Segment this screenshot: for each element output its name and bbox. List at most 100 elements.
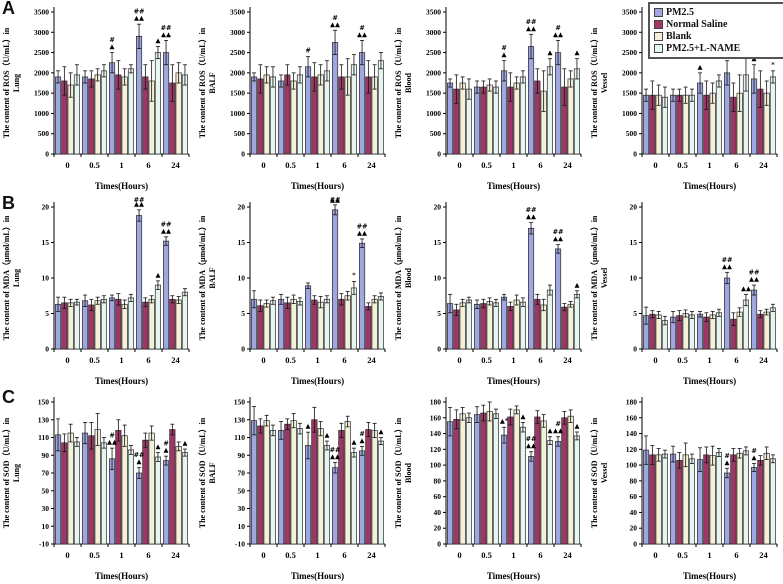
svg-text:0: 0 [241, 150, 245, 159]
svg-text:3000: 3000 [426, 28, 441, 37]
svg-text:0: 0 [45, 150, 49, 159]
svg-text:▲▲: ▲▲ [330, 196, 340, 204]
svg-text:▲▲: ▲▲ [107, 438, 117, 446]
svg-text:▲: ▲ [360, 436, 365, 444]
svg-text:10: 10 [238, 274, 246, 283]
svg-text:20: 20 [630, 524, 638, 533]
chart-mda-vessel: 0 5 10 15 20 0 0.5 1 6 24 Times(Hours) ▲▲ ## ▲▲ ▲▲ ## Th… [588, 195, 783, 389]
svg-text:▲: ▲ [164, 446, 169, 454]
legend-item-pm25-lname: PM2.5+L-NAME [654, 42, 783, 54]
svg-text:1: 1 [707, 550, 711, 560]
svg-text:10: 10 [238, 522, 246, 531]
svg-text:0: 0 [261, 160, 265, 170]
chart-sod-balf: -10 10 30 50 70 90 110 130 150 0 0.5 1 6 24 Times(Hour… [196, 390, 391, 584]
svg-text:1000: 1000 [230, 109, 245, 118]
svg-text:##: ## [749, 269, 760, 277]
chart-sod-lung: -10 10 30 50 70 90 110 130 150 0 0.5 1 6 24 Times(Hour… [0, 390, 195, 584]
svg-text:2500: 2500 [34, 48, 49, 57]
svg-text:▲▲: ▲▲ [722, 262, 732, 270]
svg-text:6: 6 [734, 550, 738, 560]
svg-text:160: 160 [430, 413, 442, 422]
svg-text:0.5: 0.5 [89, 160, 100, 170]
svg-text:Lung: Lung [12, 464, 21, 482]
svg-text:80: 80 [434, 476, 442, 485]
svg-text:#: # [724, 452, 729, 460]
svg-text:Times(Hours): Times(Hours) [487, 571, 540, 581]
svg-text:15: 15 [42, 238, 50, 247]
svg-text:6: 6 [734, 160, 738, 170]
svg-text:1: 1 [119, 160, 123, 170]
svg-text:0.5: 0.5 [89, 355, 100, 365]
svg-text:▲▲: ▲▲ [553, 30, 563, 38]
legend: PM2.5 Normal Saline Blank PM2.5+L-NAME [648, 2, 783, 59]
svg-text:##: ## [161, 220, 172, 228]
svg-text:#: # [555, 24, 560, 32]
svg-text:500: 500 [234, 129, 246, 138]
svg-text:##: ## [357, 222, 368, 230]
svg-text:6: 6 [146, 550, 150, 560]
svg-text:▲: ▲ [502, 51, 507, 59]
svg-text:120: 120 [430, 445, 442, 454]
svg-text:Blood: Blood [404, 462, 413, 483]
svg-text:0.5: 0.5 [677, 550, 688, 560]
svg-text:90: 90 [238, 451, 246, 460]
svg-text:50: 50 [238, 486, 246, 495]
svg-text:2000: 2000 [230, 68, 245, 77]
svg-text:1500: 1500 [230, 89, 245, 98]
svg-text:The content of SOD（U/mL）in: The content of SOD（U/mL）in [589, 417, 599, 528]
svg-text:100: 100 [626, 461, 638, 470]
svg-text:1000: 1000 [622, 109, 637, 118]
svg-text:2500: 2500 [622, 48, 637, 57]
svg-text:1: 1 [315, 355, 319, 365]
chart-ros-lung: 0 500 1000 1500 2000 2500 3000 3500 0 0.5 1 6 24 Time… [0, 0, 195, 194]
row-ros: 0 500 1000 1500 2000 2500 3000 3500 0 0.5 1 6 24 Time… [0, 0, 783, 194]
legend-label-normal-saline: Normal Saline [666, 18, 728, 30]
svg-text:3000: 3000 [622, 28, 637, 37]
legend-label-blank: Blank [666, 30, 692, 42]
svg-text:10: 10 [42, 522, 50, 531]
svg-text:▲▲: ▲▲ [357, 30, 367, 38]
svg-text:#: # [501, 44, 506, 52]
svg-text:5: 5 [45, 309, 49, 318]
svg-text:1: 1 [511, 355, 515, 365]
svg-text:▲▲: ▲▲ [134, 14, 144, 22]
svg-text:0: 0 [437, 345, 441, 354]
svg-text:The content of ROS（U/mL）in: The content of ROS（U/mL）in [589, 27, 599, 138]
svg-text:0: 0 [457, 550, 461, 560]
svg-text:24: 24 [759, 355, 768, 365]
svg-text:60: 60 [434, 492, 442, 501]
svg-text:Times(Hours): Times(Hours) [291, 181, 344, 191]
svg-text:0.5: 0.5 [481, 355, 492, 365]
svg-text:1: 1 [315, 160, 319, 170]
svg-text:##: ## [161, 24, 172, 32]
svg-text:Lung: Lung [12, 269, 21, 287]
svg-text:0.5: 0.5 [481, 550, 492, 560]
svg-text:Lung: Lung [12, 74, 21, 92]
svg-text:50: 50 [42, 486, 50, 495]
svg-text:3000: 3000 [230, 28, 245, 37]
svg-text:▲▲: ▲▲ [330, 452, 340, 460]
svg-text:Times(Hours): Times(Hours) [487, 376, 540, 386]
svg-text:2000: 2000 [622, 68, 637, 77]
panel-label-a: A [2, 0, 15, 18]
svg-text:▲: ▲ [182, 439, 187, 447]
svg-text:15: 15 [238, 238, 246, 247]
svg-text:The content of MDA（μmol/mL）in: The content of MDA（μmol/mL）in [1, 215, 11, 340]
chart-ros-blood: 0 500 1000 1500 2000 2500 3000 3500 0 0.5 1 6 24 Time… [392, 0, 587, 194]
svg-text:The content of ROS（U/mL）in: The content of ROS（U/mL）in [197, 27, 207, 138]
svg-text:The content of MDA（μmol/mL）in: The content of MDA（μmol/mL）in [393, 215, 403, 340]
svg-text:70: 70 [238, 469, 246, 478]
svg-text:60: 60 [630, 492, 638, 501]
chart-sod-vessel: 0 20 40 60 80 100 120 140 160 180 0 0.5 1 6 24 Times(Ho… [588, 390, 783, 584]
svg-text:10: 10 [434, 274, 442, 283]
svg-text:▲▲: ▲▲ [526, 442, 536, 450]
svg-text:30: 30 [42, 504, 50, 513]
svg-text:##: ## [526, 206, 537, 214]
svg-text:1: 1 [707, 160, 711, 170]
svg-text:▲: ▲ [574, 422, 579, 430]
legend-swatch-pm25 [654, 7, 663, 17]
svg-text:100: 100 [430, 461, 442, 470]
svg-text:24: 24 [563, 160, 572, 170]
svg-text:▲▲: ▲▲ [526, 213, 536, 221]
svg-text:##: ## [526, 18, 537, 26]
